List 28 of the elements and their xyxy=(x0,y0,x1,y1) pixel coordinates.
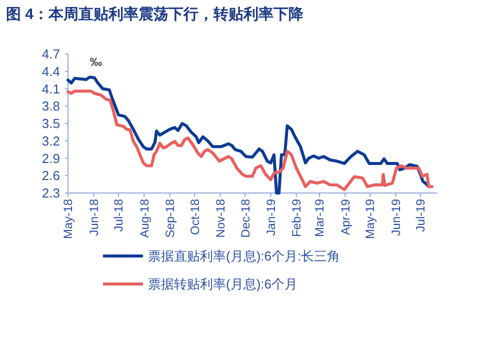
y-tick-label: 3.2 xyxy=(42,133,60,148)
y-tick-label: 3.8 xyxy=(42,98,60,114)
x-tick-label: Oct-18 xyxy=(188,198,202,236)
y-tick-label: 2.9 xyxy=(42,150,60,166)
x-tick-label: Sep-18 xyxy=(162,198,177,238)
y-tick-label: 4.4 xyxy=(42,64,60,79)
x-tick-label: Dec-18 xyxy=(238,198,252,238)
x-tick-label: Jan-19 xyxy=(264,198,278,236)
y-tick-label: 4.1 xyxy=(42,81,60,96)
x-tick-label: Jul-19 xyxy=(414,198,428,232)
y-tick-label: 4.7 xyxy=(42,46,60,62)
chart-title: 图 4：本周直贴利率震荡下行，转贴利率下降 xyxy=(6,5,305,23)
x-tick-label: Mar-19 xyxy=(312,198,327,238)
y-tick-label: 2.3 xyxy=(42,186,60,201)
x-tick-label: Jun-18 xyxy=(86,198,101,236)
x-tick-label: Nov-18 xyxy=(213,198,228,238)
y-tick-label: 2.6 xyxy=(42,168,60,184)
x-tick-label: May-18 xyxy=(61,198,76,240)
y-tick-label: 3.5 xyxy=(42,116,60,132)
x-tick-label: Apr-19 xyxy=(338,198,352,236)
x-tick-label: May-19 xyxy=(363,198,378,240)
x-tick-label: Jul-18 xyxy=(112,198,126,232)
x-tick-label: Aug-18 xyxy=(137,198,152,238)
x-tick-label: Jun-19 xyxy=(388,198,403,236)
x-tick-label: Feb-19 xyxy=(290,198,304,238)
legend-label: 票据直贴利率(月息):6个月:长三角 xyxy=(148,248,340,264)
legend-label: 票据转贴利率(月息):6个月 xyxy=(148,276,298,292)
y-axis-title: ‰ xyxy=(90,55,102,69)
